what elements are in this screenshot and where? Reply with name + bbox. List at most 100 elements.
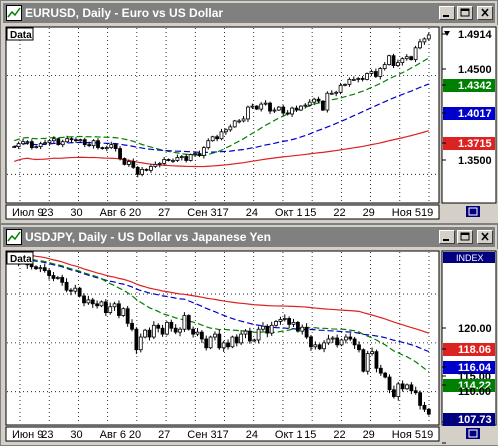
candle <box>130 322 134 330</box>
candle <box>426 408 431 415</box>
chart-corner-icon[interactable] <box>466 428 480 439</box>
time-tick-label: 15 <box>304 207 316 219</box>
index-label: INDEX <box>456 253 484 263</box>
candle <box>265 325 270 334</box>
candle <box>171 160 175 162</box>
maximize-button[interactable] <box>457 6 473 20</box>
candle <box>29 264 34 268</box>
close-button[interactable] <box>477 6 493 20</box>
candle <box>285 112 290 115</box>
minimize-button[interactable] <box>439 6 455 20</box>
candle <box>108 306 113 314</box>
candle <box>16 143 21 148</box>
candle <box>282 318 287 320</box>
price-label: 1.4017 <box>458 108 492 120</box>
candle <box>117 303 121 316</box>
candle <box>140 168 145 175</box>
candle <box>418 392 422 406</box>
candle <box>51 275 56 279</box>
candle <box>100 147 105 150</box>
candle <box>413 390 418 394</box>
candle <box>175 157 180 161</box>
candle <box>95 303 100 307</box>
candle <box>165 321 169 335</box>
eurusd-candlestick-chart[interactable]: Июл 923 30 Авг 6 20 27 Сен 3 17 24 Окт 1 15 22 29 Но… <box>2 25 498 223</box>
candle <box>243 330 248 335</box>
eurusd-titlebar[interactable]: EURUSD, Daily - Euro vs US Dollar <box>3 3 495 23</box>
time-tick-label: 17 <box>217 429 229 441</box>
candle <box>269 324 274 334</box>
candle <box>112 303 117 308</box>
usdjpy-chart-window[interactable]: USDJPY, Daily - US Dollar vs Japanese Ye… <box>0 224 498 446</box>
candle <box>149 165 153 171</box>
candle <box>143 329 148 338</box>
candle <box>382 64 387 69</box>
candle <box>135 166 140 175</box>
candle <box>109 144 114 149</box>
plot-area[interactable] <box>5 250 440 426</box>
candle <box>272 109 277 112</box>
candle <box>60 277 65 283</box>
time-axis[interactable] <box>5 426 440 442</box>
moving-average-line <box>14 83 430 154</box>
chart-corner-icon-glyph <box>468 429 478 438</box>
time-tick-label: 27 <box>158 207 170 219</box>
chart-corner-icon-glyph <box>468 207 478 216</box>
candle <box>69 289 73 292</box>
time-tick-label: Авг 6 <box>100 429 126 441</box>
candle <box>250 105 255 108</box>
candle <box>405 384 409 390</box>
candle <box>237 120 242 123</box>
candle <box>335 337 340 346</box>
candle <box>122 158 127 165</box>
current-price-arrow <box>444 31 450 36</box>
candle <box>422 404 427 410</box>
candle <box>191 328 196 335</box>
candle <box>330 337 335 340</box>
window-title: USDJPY, Daily - US Dollar vs Japanese Ye… <box>25 230 271 244</box>
usdjpy-candlestick-chart[interactable]: Июн 923 30 Авг 6 20 27 Сен 3 17 24 Окт 1 15 22 29 Но… <box>2 249 498 445</box>
moving-average-line <box>14 57 430 157</box>
price-label: 110.00 <box>458 386 491 398</box>
moving-average-line <box>13 252 430 334</box>
candle <box>387 376 392 391</box>
candle <box>43 142 47 145</box>
candle <box>360 78 365 80</box>
candle <box>413 47 418 61</box>
time-axis[interactable] <box>5 204 440 220</box>
candle <box>281 106 286 114</box>
data-label: Data <box>10 254 32 265</box>
candle <box>113 144 118 149</box>
usdjpy-titlebar[interactable]: USDJPY, Daily - US Dollar vs Japanese Ye… <box>3 227 495 247</box>
candle <box>12 146 17 149</box>
candle <box>156 324 161 329</box>
candle <box>338 84 343 93</box>
price-axis[interactable] <box>441 250 497 426</box>
data-label: Data <box>10 30 32 41</box>
minimize-button[interactable] <box>439 230 455 244</box>
candle <box>126 161 131 165</box>
candle <box>313 344 318 348</box>
plot-area[interactable] <box>5 26 440 204</box>
candle <box>247 330 252 342</box>
candle <box>268 102 272 112</box>
candle <box>343 336 348 341</box>
close-button[interactable] <box>477 230 493 244</box>
candle <box>422 38 427 43</box>
candle <box>69 138 74 141</box>
candle <box>252 339 257 342</box>
candle <box>304 326 309 338</box>
candle <box>254 105 259 110</box>
candle <box>325 92 330 111</box>
maximize-button[interactable] <box>457 230 473 244</box>
price-label: 120.00 <box>458 323 492 335</box>
candle <box>307 101 312 106</box>
candle <box>334 91 339 94</box>
chart-corner-icon[interactable] <box>466 206 480 217</box>
data-label-box <box>6 251 34 265</box>
time-tick-label: Окт 1 <box>275 207 303 219</box>
candle <box>144 168 149 171</box>
candle <box>52 138 56 142</box>
candle <box>378 68 383 77</box>
